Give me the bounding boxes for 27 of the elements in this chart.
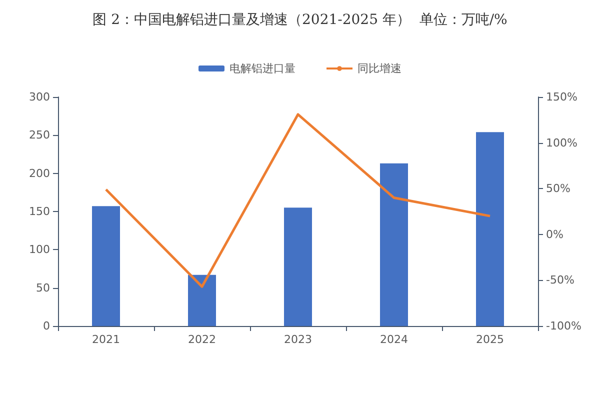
y-tick-label: 50 [36, 281, 50, 294]
line-series [104, 113, 492, 288]
y2-tick-label: 100% [546, 136, 578, 150]
x-tick-label: 2023 [284, 333, 312, 346]
y-tick-label: 100 [29, 243, 50, 256]
chart-title: 图 2：中国电解铝进口量及增速（2021-2025 年） 单位：万吨/% [92, 12, 508, 28]
y2-tick-label: -100% [546, 320, 582, 332]
y2-tick-label: 50% [546, 182, 570, 196]
x-tick-label: 2025 [476, 333, 504, 346]
y2-tick-label: 0% [546, 228, 564, 241]
y2-tick-label: 150% [546, 90, 578, 104]
y-tick-label: 250 [29, 128, 50, 142]
bar [284, 208, 312, 326]
bar [380, 163, 408, 326]
y-tick-label: 0 [43, 320, 50, 332]
x-tick-label: 2024 [380, 333, 408, 346]
y-tick-label: 200 [29, 166, 50, 180]
bar [188, 274, 216, 326]
bar [476, 132, 504, 326]
y-tick-label: 300 [29, 90, 50, 104]
legend-label: 电解铝进口量 [230, 62, 296, 75]
x-tick-label: 2021 [92, 333, 120, 346]
x-tick-label: 2022 [188, 333, 216, 346]
y2-tick-label: -50% [546, 274, 574, 287]
legend-label: 同比增速 [358, 62, 402, 75]
y-tick-label: 150 [29, 205, 50, 218]
bar [92, 206, 120, 326]
